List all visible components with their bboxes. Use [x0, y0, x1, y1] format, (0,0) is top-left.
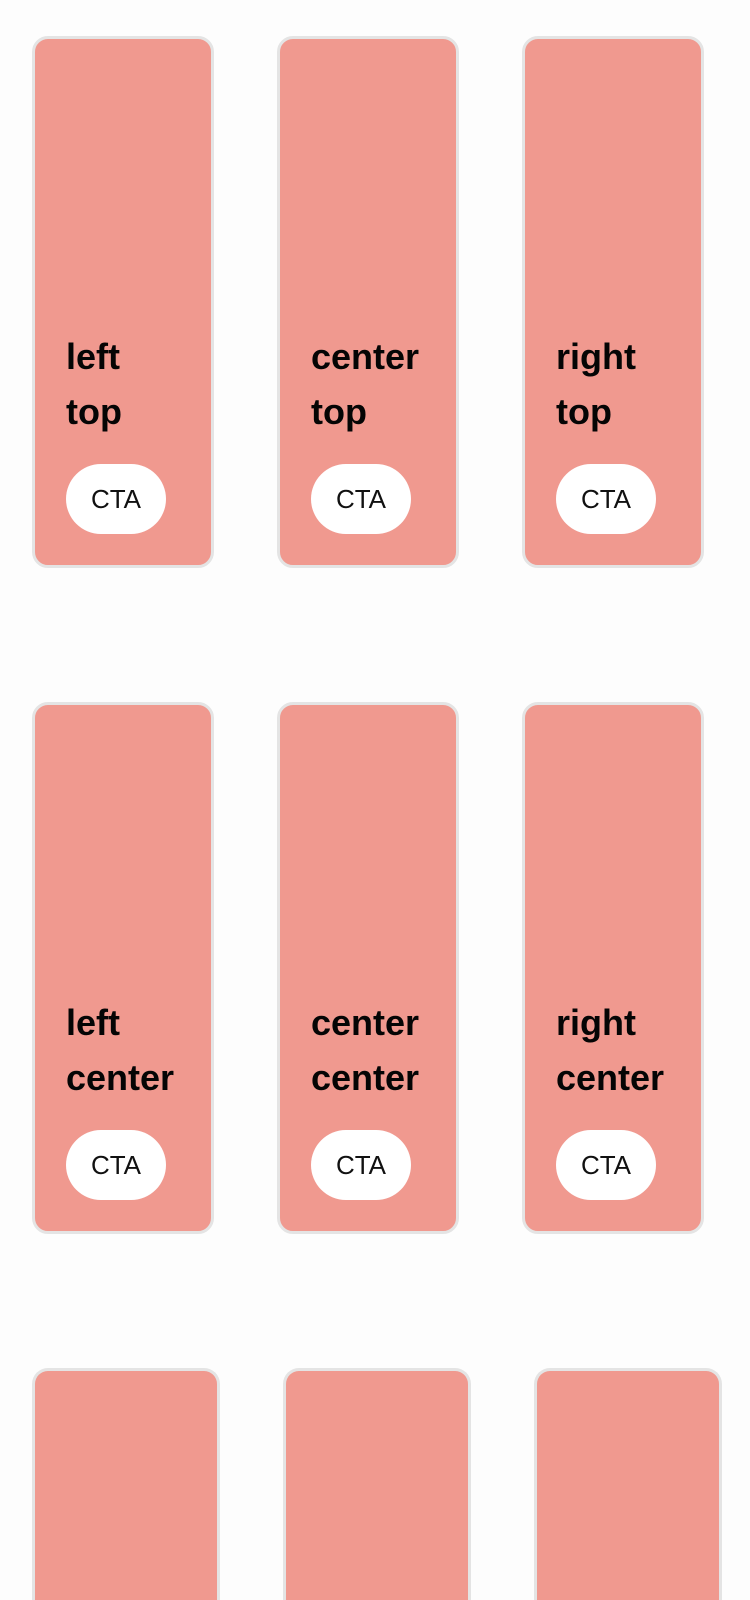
card-right-bottom: [534, 1368, 722, 1600]
card-left-center: left center CTA: [32, 702, 214, 1234]
cta-button[interactable]: CTA: [556, 1130, 656, 1200]
cta-button[interactable]: CTA: [66, 1130, 166, 1200]
card-title: center top: [311, 336, 420, 432]
card-title: left center: [66, 1002, 175, 1098]
cta-button[interactable]: CTA: [556, 464, 656, 534]
card-title: right top: [556, 336, 636, 432]
card-left-bottom: [32, 1368, 220, 1600]
card-center-top: center top CTA: [277, 36, 459, 568]
card-title: right center: [556, 1002, 665, 1098]
cta-button[interactable]: CTA: [66, 464, 166, 534]
card-right-center: right center CTA: [522, 702, 704, 1234]
card-title: center center: [311, 1002, 420, 1098]
card-right-top: right top CTA: [522, 36, 704, 568]
cta-button[interactable]: CTA: [311, 464, 411, 534]
card-center-center: center center CTA: [277, 702, 459, 1234]
card-center-bottom: [283, 1368, 471, 1600]
card-left-top: left top CTA: [32, 36, 214, 568]
card-title: left top: [66, 336, 122, 432]
cta-button[interactable]: CTA: [311, 1130, 411, 1200]
